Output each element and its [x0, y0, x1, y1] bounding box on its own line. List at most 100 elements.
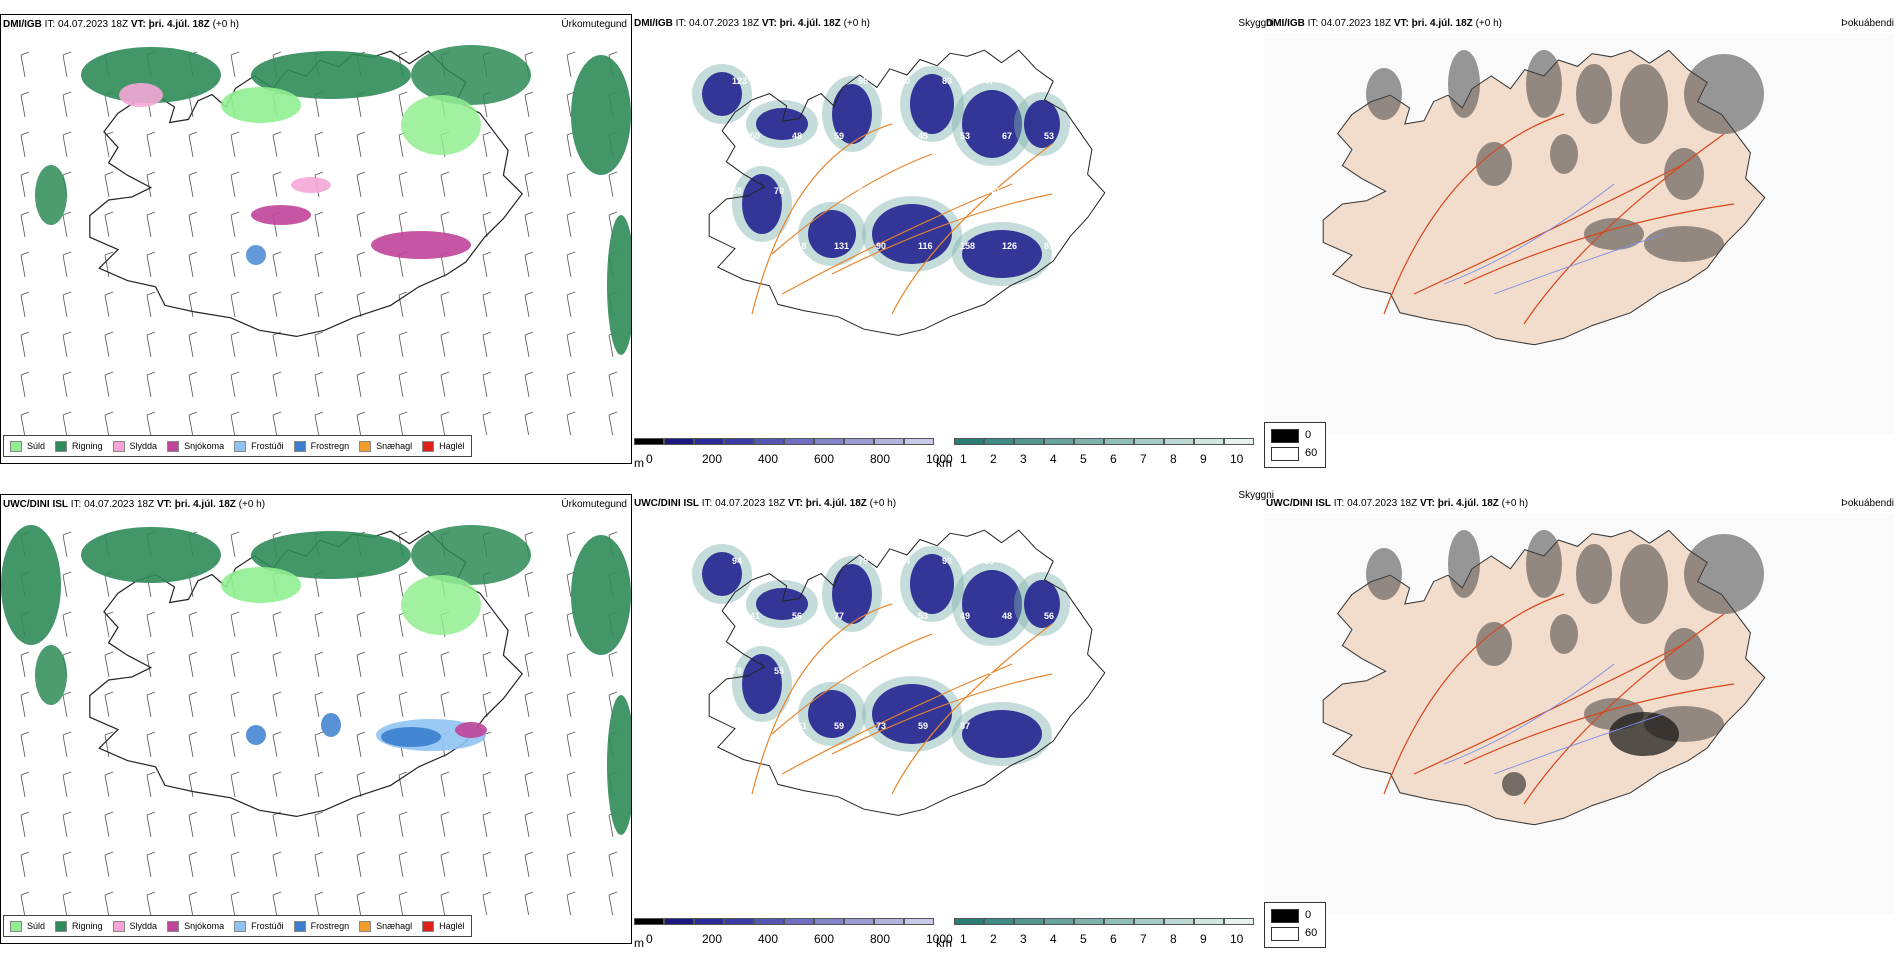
- wind-barb-flag: [356, 131, 366, 136]
- wind-barb-flag: [230, 891, 240, 896]
- wind-barb: [482, 894, 488, 915]
- wind-barb-flag: [524, 291, 534, 296]
- fog-legend: 0 60: [1264, 422, 1326, 468]
- legend-label: Súld: [27, 441, 46, 451]
- visibility-m-area: [872, 684, 952, 744]
- visibility-value-label: 59: [834, 131, 844, 141]
- wind-barb-flag: [524, 771, 534, 776]
- wind-barb: [146, 894, 152, 915]
- legend-swatch: [167, 920, 180, 932]
- legend-label: Slydda: [129, 441, 158, 451]
- legend-swatch: [55, 920, 68, 932]
- colorbar-tick: 1: [960, 452, 967, 466]
- wind-barb-flag: [230, 331, 240, 336]
- panel-header: DMI/IGB IT: 04.07.2023 18Z VT: þri. 4.jú…: [3, 19, 239, 30]
- sleet-area: [291, 177, 331, 193]
- wind-barb: [566, 654, 572, 678]
- wind-barb-flag: [272, 371, 282, 376]
- wind-barb: [20, 214, 26, 238]
- colorbar-segment: [844, 918, 874, 925]
- colorbar-segment: [634, 918, 664, 925]
- wind-barb: [188, 814, 194, 838]
- island-outline: [708, 529, 1106, 816]
- wind-barb-flag: [146, 731, 156, 736]
- wind-barb-flag: [566, 251, 576, 256]
- legend-label: 0: [1305, 429, 1312, 441]
- legend-label: Rigning: [72, 921, 103, 931]
- wind-barb-flag: [524, 251, 534, 256]
- wind-barb-flag: [230, 851, 240, 856]
- wind-barb-flag: [440, 651, 450, 656]
- wind-barb: [398, 134, 404, 158]
- wind-barb-flag: [398, 691, 408, 696]
- wind-barb-flag: [566, 331, 576, 336]
- wind-barb-flag: [62, 131, 72, 136]
- wind-barb: [356, 694, 362, 718]
- wind-barb-flag: [188, 771, 198, 776]
- wind-barb-flag: [314, 251, 324, 256]
- wind-barb-flag: [566, 811, 576, 816]
- wind-barb-flag: [62, 531, 72, 536]
- legend-swatch: [234, 440, 247, 452]
- wind-barb: [566, 734, 572, 758]
- wind-barb-flag: [524, 131, 534, 136]
- wind-barb-flag: [314, 891, 324, 896]
- wind-barb-flag: [314, 331, 324, 336]
- wind-barb: [398, 894, 404, 915]
- wind-barb: [62, 814, 68, 838]
- visibility-value-label: 51: [900, 666, 910, 676]
- wind-barb-flag: [230, 171, 240, 176]
- wind-barb-flag: [566, 371, 576, 376]
- fog-index-area: [1526, 50, 1562, 118]
- wind-barb: [314, 294, 320, 318]
- visibility-value-label: 123: [732, 76, 747, 86]
- visibility-value-label: 49: [1068, 76, 1078, 86]
- wind-barb: [188, 774, 194, 798]
- wind-barb: [146, 414, 152, 435]
- colorbar-segment: [1164, 438, 1194, 445]
- wind-barb: [62, 694, 68, 718]
- wind-barb-flag: [440, 371, 450, 376]
- precip-panel-uwc: UWC/DINI ISL IT: 04.07.2023 18Z VT: þri.…: [0, 494, 632, 944]
- colorbar-segment: [1164, 918, 1194, 925]
- colorbar-tick: 2: [990, 452, 997, 466]
- visibility-value-label: 68: [900, 186, 910, 196]
- wind-barb-flag: [62, 51, 72, 56]
- visibility-value-label: 67: [1026, 556, 1036, 566]
- wind-barb: [482, 614, 488, 638]
- colorbar-unit: km: [936, 936, 952, 950]
- wind-barb: [230, 614, 236, 638]
- wind-barb: [230, 214, 236, 238]
- visibility-value-label: 82: [816, 76, 826, 86]
- colorbar-segment: [1224, 918, 1254, 925]
- visibility-value-label: 118: [792, 241, 807, 251]
- wind-barb: [314, 614, 320, 638]
- wind-barb-flag: [314, 411, 324, 416]
- wind-barb-flag: [104, 771, 114, 776]
- wind-barb: [104, 734, 110, 758]
- wind-barb: [20, 374, 26, 398]
- legend-swatch: [1271, 927, 1299, 941]
- wind-barb-flag: [188, 171, 198, 176]
- road: [891, 143, 1053, 315]
- wind-barb-flag: [230, 771, 240, 776]
- wind-barb: [62, 854, 68, 878]
- colorbar-tick: 1000: [926, 452, 953, 466]
- wind-barb-flag: [62, 731, 72, 736]
- wind-barb: [230, 414, 236, 435]
- wind-barb-flag: [188, 331, 198, 336]
- colorbar-tick: 600: [814, 452, 835, 466]
- colorbar-segment: [664, 438, 694, 445]
- visibility-value-label: 131: [834, 241, 849, 251]
- wind-barb-flag: [314, 771, 324, 776]
- visibility-value-label: 59: [834, 721, 844, 731]
- wind-barb: [356, 654, 362, 678]
- colorbar-segment: [984, 918, 1014, 925]
- legend-label: Frostúði: [251, 441, 284, 451]
- colorbar-tick: 10: [1230, 932, 1244, 946]
- wind-barb: [314, 894, 320, 915]
- fog-index-area: [1502, 772, 1526, 796]
- wind-barb-flag: [62, 371, 72, 376]
- wind-barb-flag: [230, 251, 240, 256]
- wind-barb-flag: [62, 611, 72, 616]
